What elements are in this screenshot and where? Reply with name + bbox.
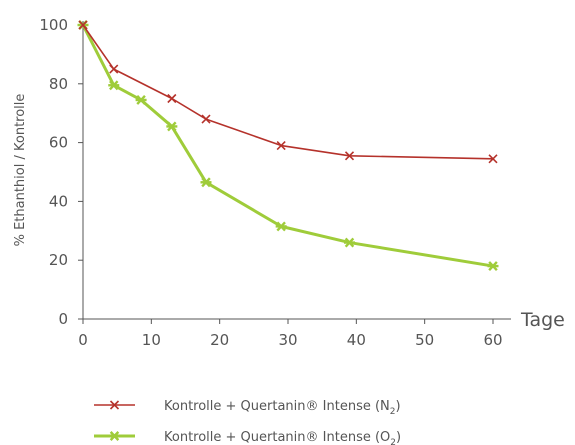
data-point (166, 121, 178, 132)
data-point (276, 140, 286, 151)
x-tick-label: 10 (142, 331, 161, 349)
data-point (135, 95, 147, 105)
y-tick-label: 0 (58, 310, 68, 328)
y-tick-label: 100 (39, 16, 68, 34)
legend-label: Kontrolle + Quertanin® Intense (N2) (164, 399, 401, 417)
data-point (109, 64, 119, 74)
data-point (78, 20, 88, 30)
legend-label-main: Kontrolle + Quertanin® Intense (N (164, 399, 390, 414)
x-tick-label: 50 (415, 331, 434, 349)
y-tick-label: 60 (49, 134, 68, 152)
data-point (344, 151, 355, 161)
series-line (81, 24, 494, 268)
legend-label-subscript: 2 (390, 407, 396, 417)
legend: Kontrolle + Quertanin® Intense (N2)Kontr… (94, 399, 401, 445)
series-line (82, 24, 494, 160)
x-tick-label: 40 (347, 331, 366, 349)
data-point (200, 177, 212, 188)
x-tick-label: 60 (483, 331, 502, 349)
y-ticks: 0 20 40 60 80 100 (39, 16, 83, 328)
data-point (108, 80, 120, 91)
series-n2 (78, 20, 498, 164)
data-point (275, 221, 287, 232)
legend-label: Kontrolle + Quertanin® Intense (O2) (164, 430, 401, 445)
data-point (167, 93, 177, 104)
legend-label-suffix: ) (396, 430, 401, 445)
series-o2 (77, 20, 499, 272)
series-layer (77, 20, 499, 272)
y-tick-label: 80 (49, 75, 68, 93)
x-tick-label: 20 (210, 331, 229, 349)
legend-item-o2: Kontrolle + Quertanin® Intense (O2) (94, 430, 401, 445)
x-tick-label: 30 (278, 331, 297, 349)
data-point (201, 114, 211, 124)
legend-item-n2: Kontrolle + Quertanin® Intense (N2) (94, 399, 401, 417)
legend-label-suffix: ) (396, 399, 401, 414)
legend-label-main: Kontrolle + Quertanin® Intense (O (164, 430, 390, 445)
axes (82, 21, 511, 320)
legend-label-subscript: 2 (390, 438, 396, 445)
y-tick-label: 40 (49, 192, 68, 210)
data-point (488, 154, 498, 164)
data-point (487, 261, 499, 272)
x-tick-label: 0 (78, 331, 88, 349)
y-axis-title: % Ethanthiol / Kontrolle (13, 94, 28, 247)
legend-marker (109, 400, 120, 410)
legend-marker (109, 431, 120, 441)
data-point (344, 237, 355, 248)
x-ticks: 0 10 20 30 40 50 60 (78, 319, 503, 349)
x-axis-title: Tage (520, 309, 565, 331)
y-tick-label: 20 (49, 251, 68, 269)
